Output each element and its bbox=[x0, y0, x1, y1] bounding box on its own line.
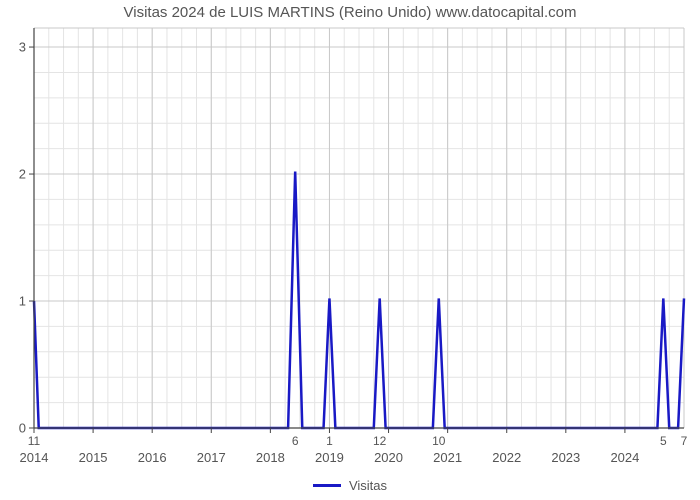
x-value-label: 6 bbox=[292, 434, 299, 448]
x-tick-label: 2017 bbox=[197, 450, 226, 465]
legend-swatch bbox=[313, 484, 341, 487]
x-value-label: 11 bbox=[28, 434, 40, 448]
x-value-label: 10 bbox=[432, 434, 445, 448]
y-tick-label: 1 bbox=[6, 294, 26, 309]
y-tick-label: 3 bbox=[6, 40, 26, 55]
x-tick-label: 2018 bbox=[256, 450, 285, 465]
x-tick-label: 2023 bbox=[551, 450, 580, 465]
x-tick-label: 2019 bbox=[315, 450, 344, 465]
legend-label: Visitas bbox=[349, 478, 387, 493]
y-tick-label: 2 bbox=[6, 167, 26, 182]
x-tick-label: 2021 bbox=[433, 450, 462, 465]
x-tick-label: 2016 bbox=[138, 450, 167, 465]
chart-plot bbox=[0, 0, 700, 500]
x-tick-label: 2020 bbox=[374, 450, 403, 465]
x-value-label: 1 bbox=[326, 434, 333, 448]
x-tick-label: 2015 bbox=[79, 450, 108, 465]
chart-container: Visitas 2024 de LUIS MARTINS (Reino Unid… bbox=[0, 0, 700, 500]
legend: Visitas bbox=[0, 478, 700, 493]
y-tick-label: 0 bbox=[6, 421, 26, 436]
x-tick-label: 2014 bbox=[20, 450, 49, 465]
x-tick-label: 2024 bbox=[610, 450, 639, 465]
x-tick-label: 2022 bbox=[492, 450, 521, 465]
x-value-label: 12 bbox=[373, 434, 386, 448]
x-value-label: 7 bbox=[681, 434, 688, 448]
x-value-label: 5 bbox=[660, 434, 667, 448]
